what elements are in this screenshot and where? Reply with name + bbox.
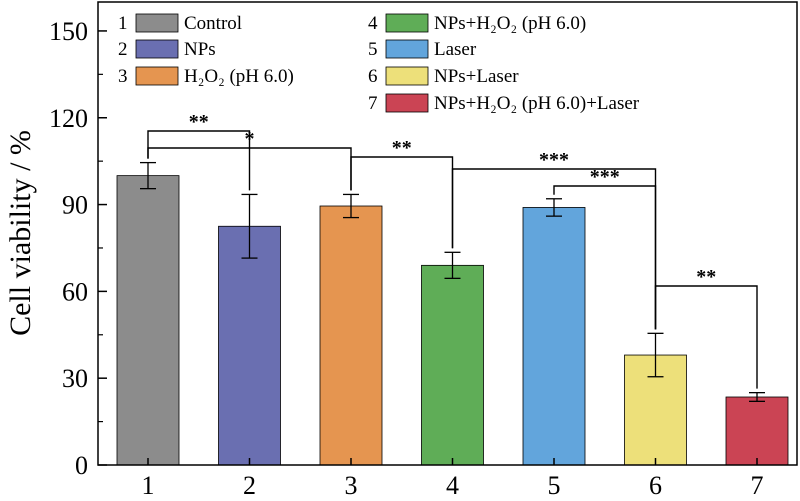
bar-7: [725, 396, 789, 466]
legend-label-5: Laser: [434, 39, 477, 60]
x-tick-label-5: 5: [548, 471, 561, 500]
significance-layer: *** **********: [147, 111, 758, 389]
significance-label-1-2: **: [189, 111, 209, 133]
significance-label-5-6: ***: [590, 166, 620, 188]
legend-number-6: 6: [368, 66, 378, 87]
significance-bracket-1-2: [147, 130, 251, 191]
significance-label-1-3: *: [245, 128, 255, 150]
x-tick-label-3: 3: [345, 471, 358, 500]
y-tick-label-150: 150: [49, 17, 88, 46]
legend-label-4: NPs+H₂O₂ (pH 6.0): [434, 13, 586, 34]
legend-number-4: 4: [368, 13, 378, 34]
legend-swatch-2: [135, 39, 179, 59]
legend-number-1: 1: [118, 13, 128, 34]
y-tick-label-90: 90: [62, 191, 88, 220]
legend-swatch-5: [385, 39, 429, 59]
legend-number-2: 2: [118, 39, 128, 60]
x-tick-label-4: 4: [446, 471, 459, 500]
y-tick-label-30: 30: [62, 364, 88, 393]
error-bars-layer: [140, 161, 765, 402]
significance-label-4-6: ***: [539, 149, 569, 171]
legend-label-7: NPs+H₂O₂ (pH 6.0)+Laser: [434, 93, 640, 114]
legend-label-2: NPs: [184, 39, 216, 60]
legend-swatch-4: [385, 13, 429, 33]
y-tick-label-120: 120: [49, 104, 88, 133]
plot-frame: [97, 1, 798, 466]
significance-label-3-4: **: [392, 137, 412, 159]
legend-label-6: NPs+Laser: [434, 66, 519, 87]
bar-5: [522, 207, 586, 466]
bar-4: [421, 264, 484, 466]
legend-number-5: 5: [368, 39, 378, 60]
bar-1: [116, 175, 180, 466]
x-tick-label-7: 7: [751, 471, 764, 500]
legend: 1 Control 2 NPs 3 H₂O₂ (pH 6.0) 4 NPs+H₂O₂ (pH …: [118, 13, 640, 114]
significance-bracket-5-6: [553, 185, 657, 330]
legend-label-1: Control: [184, 13, 242, 34]
x-tick-label-1: 1: [142, 471, 155, 500]
y-tick-label-60: 60: [62, 277, 88, 306]
legend-swatch-1: [135, 13, 179, 33]
significance-label-6-7: **: [696, 266, 716, 288]
legend-swatch-6: [385, 66, 429, 86]
legend-label-3: H₂O₂ (pH 6.0): [184, 66, 294, 87]
significance-bracket-6-7: [654, 285, 758, 389]
ticks-layer: 0 30 60 90 120 150 1 2 3 4 5 6 7: [49, 17, 764, 500]
legend-number-7: 7: [368, 93, 378, 114]
y-tick-label-0: 0: [75, 451, 88, 480]
legend-swatch-3: [135, 66, 179, 86]
x-tick-label-6: 6: [649, 471, 662, 500]
bar-3: [319, 205, 383, 466]
legend-number-3: 3: [118, 66, 128, 87]
bar-2: [218, 225, 281, 466]
legend-swatch-7: [385, 93, 429, 113]
x-tick-label-2: 2: [243, 471, 256, 500]
y-axis-label: Cell viability / %: [4, 130, 37, 336]
